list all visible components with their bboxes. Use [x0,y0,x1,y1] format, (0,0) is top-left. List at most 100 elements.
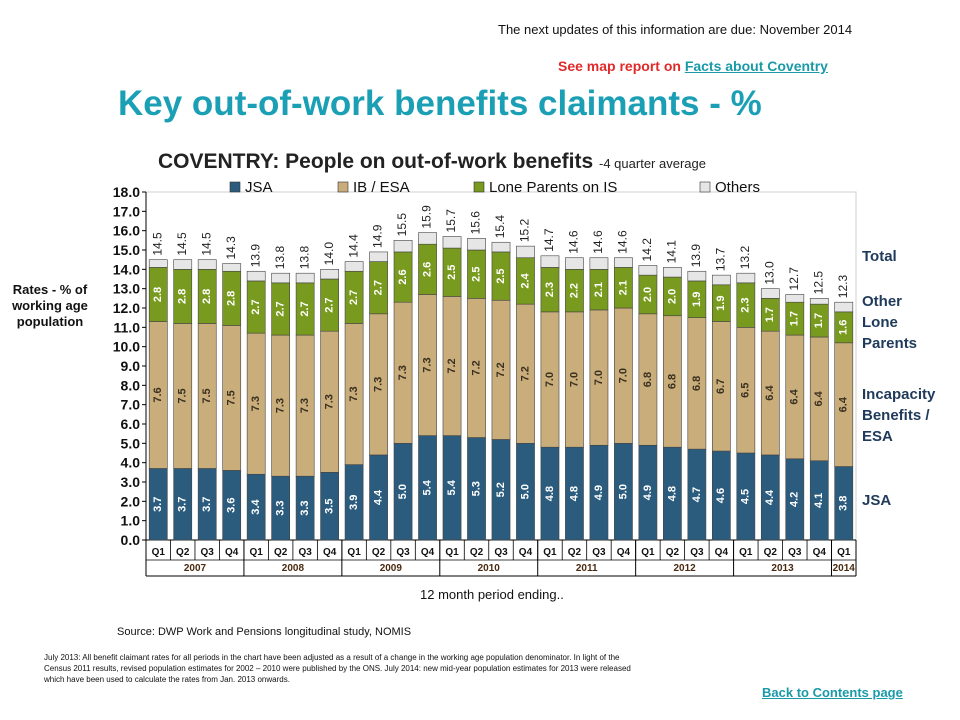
bar-segment [711,274,731,286]
side-label: Incapacity Benefits / ESA [862,386,936,445]
y-tick-label: 1.0 [121,513,141,529]
data-label: 4.1 [813,493,825,508]
y-tick-label: 3.0 [121,474,141,490]
x-tick-label: Q1 [739,547,753,558]
x-tick-label: Q3 [494,547,508,558]
map-link[interactable]: Facts about Coventry [684,58,828,74]
data-label: 6.4 [789,388,801,404]
data-label: 3.7 [152,497,164,512]
data-label: 7.5 [177,388,189,403]
data-label: 5.4 [421,479,433,495]
x-tick-label: Q3 [690,547,704,558]
data-label: 7.5 [226,390,238,405]
chart-title: COVENTRY: People on out-of-work benefits [158,150,594,173]
y-tick-label: 15.0 [113,242,140,258]
data-label: 1.7 [813,313,825,328]
data-label: 1.6 [838,320,850,335]
data-label: 4.4 [372,489,384,505]
legend-label: Others [715,179,760,196]
x-tick-label: Q2 [176,547,190,558]
data-label: 2.7 [348,290,360,305]
data-label: 6.7 [715,379,727,394]
total-label: 14.0 [322,242,336,266]
y-tick-label: 12.0 [113,300,140,316]
x-tick-label: Q4 [617,547,631,558]
total-label: 14.5 [199,232,213,256]
data-label: 7.0 [593,370,605,385]
year-label: 2010 [478,563,501,574]
total-label: 14.2 [640,238,654,262]
data-label: 3.9 [348,495,360,510]
y-tick-label: 8.0 [121,377,141,393]
data-label: 4.8 [666,486,678,501]
total-label: 13.9 [689,244,703,268]
data-label: 6.4 [764,385,776,401]
legend-swatch [699,181,711,193]
x-tick-label: Q3 [788,547,802,558]
data-label: 5.3 [470,481,482,496]
map-report: See map report on Facts about Coventry [558,58,828,74]
bar-segment [295,272,315,284]
bar-segment [369,251,388,262]
data-label: 4.5 [740,489,752,504]
data-label: 7.5 [201,388,213,403]
y-tick-label: 11.0 [114,319,141,335]
data-label: 2.7 [372,280,384,295]
side-label: Lone Parents [862,314,918,352]
data-label: 7.0 [544,372,556,387]
x-tick-label: Q2 [666,547,680,558]
data-label: 2.8 [226,291,238,306]
bar-segment [197,259,217,270]
data-label: 5.2 [495,482,507,497]
data-label: 2.4 [519,272,531,288]
legend-swatch [473,181,485,193]
data-label: 2.8 [201,289,213,304]
bar-segment [516,245,535,259]
x-tick-label: Q1 [445,547,459,558]
data-label: 2.2 [568,283,580,298]
data-label: 3.5 [324,499,336,514]
data-label: 4.9 [642,485,654,500]
bar-segment [687,270,707,282]
year-label: 2009 [380,563,403,574]
x-tick-label: Q2 [764,547,778,558]
data-label: 7.0 [568,372,580,387]
data-label: 2.5 [495,268,507,283]
data-label: 2.0 [666,289,678,304]
bar-segment [467,238,486,251]
total-label: 15.2 [518,218,532,242]
x-tick-label: Q2 [274,547,288,558]
data-label: 5.0 [519,484,531,499]
year-label: 2012 [673,563,696,574]
bar-segment [271,272,291,284]
x-tick-label: Q1 [837,547,851,558]
year-label: 2011 [576,563,598,574]
data-label: 4.7 [691,487,703,502]
year-label: 2013 [771,563,794,574]
data-label: 3.7 [177,497,189,512]
data-label: 7.3 [348,386,360,401]
data-label: 2.1 [593,282,605,297]
x-tick-label: Q1 [152,547,166,558]
data-label: 2.5 [446,265,458,280]
data-label: 3.8 [838,496,850,511]
back-link[interactable]: Back to Contents page [762,685,903,700]
data-label: 2.7 [299,301,311,316]
total-label: 15.5 [395,213,409,237]
bar-segment [565,257,584,270]
y-tick-label: 2.0 [121,493,141,509]
data-label: 7.3 [299,398,311,413]
total-label: 14.5 [150,232,164,256]
data-label: 4.8 [544,486,556,501]
data-label: 5.0 [397,484,409,499]
data-label: 4.9 [593,485,605,500]
total-label: 13.0 [762,261,776,285]
data-label: 7.3 [421,357,433,372]
data-label: 7.3 [324,394,336,409]
y-tick-label: 4.0 [121,455,141,471]
total-label: 14.6 [567,230,581,254]
data-label: 7.2 [470,360,482,375]
total-label: 14.3 [224,236,238,260]
total-label: 13.9 [248,244,262,268]
bar-segment [663,267,682,278]
